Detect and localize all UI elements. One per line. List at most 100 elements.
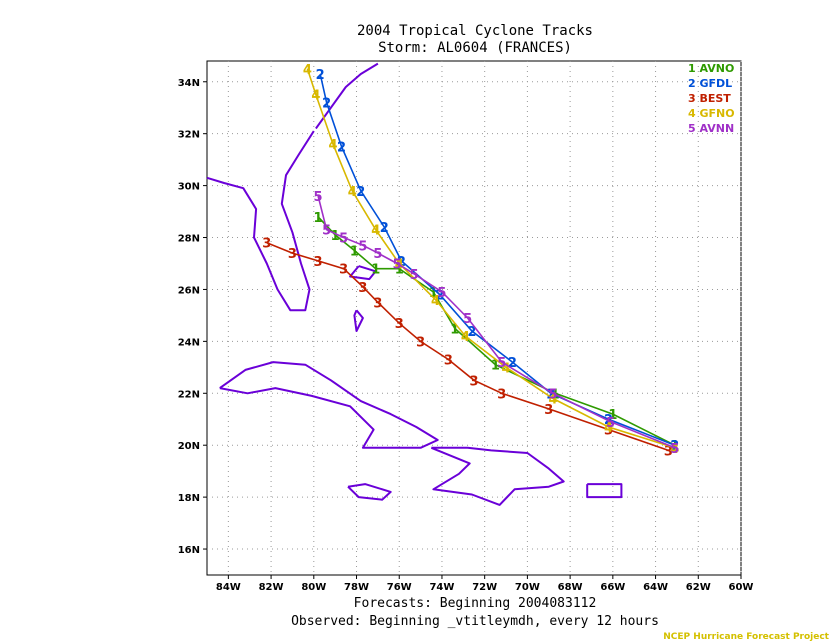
x-tick-label: 82W xyxy=(259,582,284,593)
track-line-avnn xyxy=(317,195,676,449)
coastline xyxy=(349,265,377,281)
track-point-best: 3 xyxy=(497,387,506,402)
track-point-gfno: 4 xyxy=(431,294,440,309)
x-tick-label: 74W xyxy=(429,582,454,593)
track-point-avno: 1 xyxy=(350,245,359,260)
track-point-avnn: 5 xyxy=(393,257,402,272)
track-point-best: 3 xyxy=(664,444,673,459)
legend-item-gfno: 4 GFNO xyxy=(688,107,735,120)
legend-item-gfdl: 2 GFDL xyxy=(688,77,732,90)
track-point-best: 3 xyxy=(395,317,404,332)
track-point-best: 3 xyxy=(262,237,271,252)
chart-subtitle: Storm: AL0604 (FRANCES) xyxy=(378,40,572,56)
x-tick-label: 62W xyxy=(686,582,711,593)
coastline xyxy=(586,483,623,499)
coastline xyxy=(430,446,565,506)
track-point-avnn: 5 xyxy=(373,247,382,262)
x-tick-label: 72W xyxy=(472,582,497,593)
track-line-gfno xyxy=(306,68,676,449)
y-tick-label: 24N xyxy=(178,337,200,348)
track-point-gfno: 4 xyxy=(348,185,357,200)
y-tick-label: 34N xyxy=(178,78,200,89)
coastline xyxy=(206,130,315,312)
track-point-gfno: 4 xyxy=(670,442,679,457)
track-point-avnn: 5 xyxy=(410,268,419,283)
legend: 1 AVNO 2 GFDL 3 BEST 4 GFNO 5 AVNN xyxy=(688,62,735,135)
track-point-avnn: 5 xyxy=(322,224,331,239)
track-point-avno: 1 xyxy=(608,408,617,423)
y-axis-ticks: 16N 18N 20N 22N 24N 26N 28N 30N 32N 34N xyxy=(178,78,207,556)
track-point-avnn: 5 xyxy=(606,416,615,431)
y-tick-label: 28N xyxy=(178,234,200,245)
x-tick-label: 78W xyxy=(344,582,369,593)
track-point-avno: 1 xyxy=(395,263,404,278)
track-point-best: 3 xyxy=(444,354,453,369)
x-tick-label: 76W xyxy=(387,582,412,593)
track-point-avno: 1 xyxy=(331,229,340,244)
footer-forecasts: Forecasts: Beginning 2004083112 xyxy=(354,596,597,611)
footer-observed: Observed: Beginning _vtitleymdh, every 1… xyxy=(291,614,659,629)
plot-frame xyxy=(206,60,742,576)
track-line-avno xyxy=(317,216,676,446)
legend-item-avno: 1 AVNO xyxy=(688,62,734,75)
track-point-avnn: 5 xyxy=(314,190,323,205)
track-point-avnn: 5 xyxy=(549,387,558,402)
track-series: 1111111111122222222222233333333333333444… xyxy=(262,63,679,460)
track-point-best: 3 xyxy=(604,424,613,439)
coastline xyxy=(347,483,392,501)
track-point-best: 3 xyxy=(416,335,425,350)
track-point-best: 3 xyxy=(339,263,348,278)
track-point-best: 3 xyxy=(469,374,478,389)
x-tick-label: 66W xyxy=(600,582,625,593)
x-tick-label: 80W xyxy=(301,582,326,593)
track-point-avnn: 5 xyxy=(358,239,367,254)
coastline-map xyxy=(206,62,623,506)
track-point-gfdl: 2 xyxy=(467,325,476,340)
x-tick-label: 60W xyxy=(729,582,754,593)
x-tick-label: 64W xyxy=(643,582,668,593)
track-point-gfdl: 2 xyxy=(546,387,555,402)
coastline xyxy=(219,361,439,449)
track-point-best: 3 xyxy=(373,296,382,311)
track-point-avnn: 5 xyxy=(339,232,348,247)
track-point-gfno: 4 xyxy=(604,421,613,436)
track-point-gfdl: 2 xyxy=(435,289,444,304)
y-tick-label: 20N xyxy=(178,441,200,452)
track-point-avnn: 5 xyxy=(437,286,446,301)
track-point-best: 3 xyxy=(288,247,297,262)
legend-item-best: 3 BEST xyxy=(688,92,731,105)
track-point-avno: 1 xyxy=(429,286,438,301)
track-point-avno: 1 xyxy=(491,359,500,374)
track-point-gfno: 4 xyxy=(311,89,320,104)
y-tick-label: 18N xyxy=(178,493,200,504)
track-point-gfdl: 2 xyxy=(356,185,365,200)
y-tick-label: 32N xyxy=(178,130,200,141)
track-point-gfno: 4 xyxy=(303,63,312,78)
track-point-best: 3 xyxy=(358,281,367,296)
track-point-gfno: 4 xyxy=(502,361,511,376)
track-point-gfdl: 2 xyxy=(337,141,346,156)
coastline xyxy=(353,309,364,332)
track-point-gfdl: 2 xyxy=(322,97,331,112)
track-point-gfdl: 2 xyxy=(316,68,325,83)
chart-title: 2004 Tropical Cyclone Tracks xyxy=(357,23,593,39)
track-point-avno: 1 xyxy=(450,322,459,337)
y-tick-label: 22N xyxy=(178,389,200,400)
track-point-gfdl: 2 xyxy=(380,221,389,236)
track-point-gfdl: 2 xyxy=(397,255,406,270)
x-tick-label: 68W xyxy=(558,582,583,593)
track-point-best: 3 xyxy=(544,403,553,418)
track-point-gfno: 4 xyxy=(371,224,380,239)
track-point-avno: 1 xyxy=(670,439,679,454)
track-point-gfno: 4 xyxy=(549,392,558,407)
track-point-gfno: 4 xyxy=(461,330,470,345)
x-tick-label: 84W xyxy=(216,582,241,593)
y-tick-label: 26N xyxy=(178,285,200,296)
track-point-avnn: 5 xyxy=(670,442,679,457)
track-point-gfno: 4 xyxy=(329,138,338,153)
track-point-best: 3 xyxy=(314,255,323,270)
track-point-avnn: 5 xyxy=(497,356,506,371)
